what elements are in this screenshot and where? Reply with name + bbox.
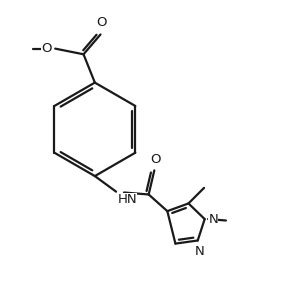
Text: N: N xyxy=(208,213,218,226)
Text: O: O xyxy=(41,42,52,55)
Text: O: O xyxy=(150,153,161,166)
Text: N: N xyxy=(194,245,204,258)
Text: HN: HN xyxy=(118,193,137,206)
Text: O: O xyxy=(97,16,107,29)
